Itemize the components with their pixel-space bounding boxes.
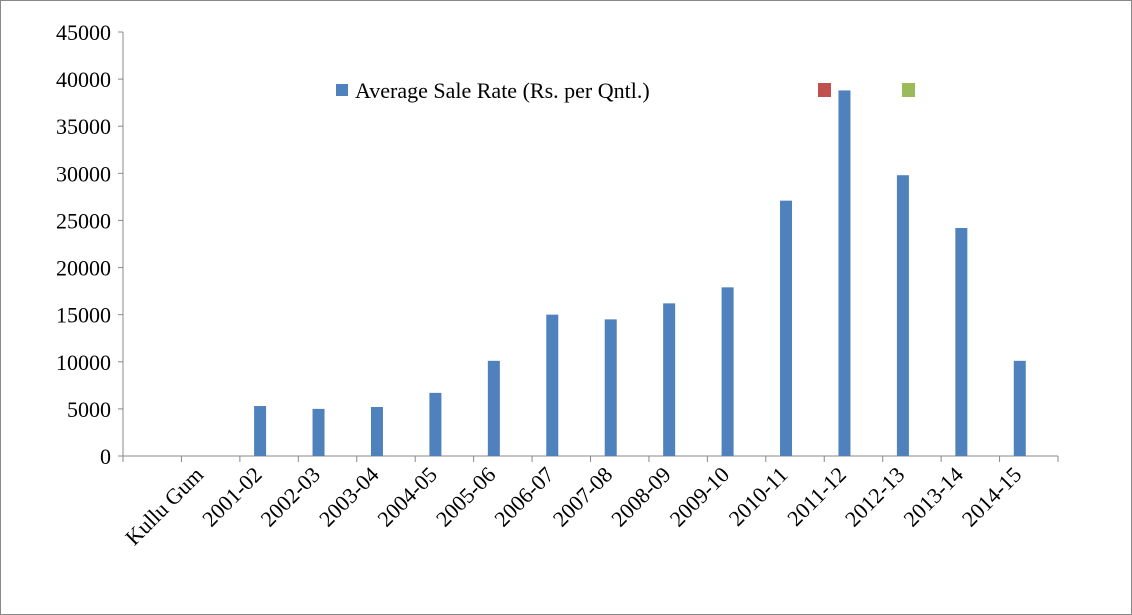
y-tick-label: 30000: [56, 161, 111, 186]
y-tick-label: 5000: [67, 397, 111, 422]
bar: [546, 314, 559, 456]
bar: [955, 227, 968, 456]
y-tick-label: 40000: [56, 67, 111, 92]
legend-swatch: [902, 83, 915, 97]
legend-swatch: [818, 83, 831, 97]
bar: [896, 175, 909, 456]
legend-label: Average Sale Rate (Rs. per Qntl.): [355, 78, 650, 103]
bar: [721, 287, 734, 456]
bar: [663, 303, 676, 456]
bar: [254, 406, 267, 456]
bar: [370, 407, 383, 456]
bar: [604, 319, 617, 456]
bar: [780, 200, 793, 456]
y-tick-label: 10000: [56, 350, 111, 375]
bar: [838, 90, 851, 456]
bar: [429, 392, 442, 456]
y-tick-label: 25000: [56, 208, 111, 233]
y-tick-label: 15000: [56, 303, 111, 328]
legend-swatch: [336, 84, 348, 96]
bar: [1013, 360, 1026, 456]
y-tick-label: 0: [100, 444, 111, 469]
y-tick-label: 45000: [56, 20, 111, 45]
bar: [312, 408, 325, 456]
bar: [487, 360, 500, 456]
y-tick-label: 35000: [56, 114, 111, 139]
y-tick-label: 20000: [56, 256, 111, 281]
